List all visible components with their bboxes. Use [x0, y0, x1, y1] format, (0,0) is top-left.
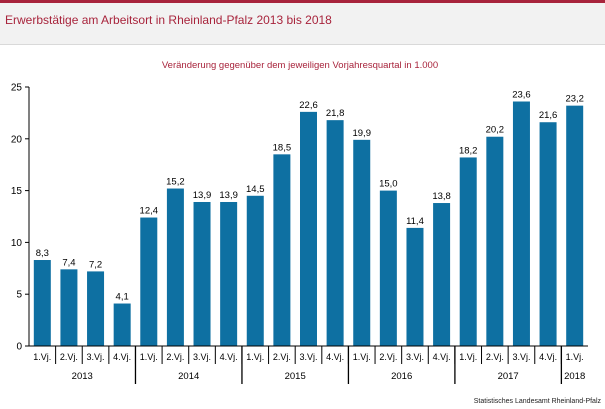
bar-value-label: 22,6 — [299, 100, 318, 111]
bar — [433, 203, 451, 346]
x-tick-label: 2.Vj. — [379, 352, 397, 362]
bar-value-label: 11,4 — [406, 216, 424, 227]
top-accent-rule — [0, 0, 605, 3]
bar-value-label: 7,4 — [62, 257, 75, 268]
x-tick-label: 4.Vj. — [539, 352, 557, 362]
y-tick-label: 5 — [16, 290, 22, 301]
y-tick-label: 0 — [16, 342, 22, 353]
bar-value-label: 12,4 — [140, 206, 159, 217]
bar-value-label: 18,2 — [459, 145, 478, 156]
y-tick-label: 20 — [11, 134, 23, 145]
x-tick-label: 3.Vj. — [512, 352, 530, 362]
year-label: 2018 — [564, 371, 585, 382]
bar — [273, 154, 291, 346]
panel-divider — [0, 44, 605, 45]
y-axis: 0 5 10 15 20 25 — [11, 83, 30, 353]
x-axis: 1.Vj. 2.Vj. 3.Vj. 4.Vj. 1.Vj. 2.Vj. 3.Vj. 4.Vj.… — [29, 345, 588, 384]
x-tick-label: 1.Vj. — [140, 352, 158, 362]
y-tick-label: 15 — [11, 186, 23, 197]
x-tick-label: 3.Vj. — [87, 352, 105, 362]
bar-value-label: 20,2 — [486, 125, 505, 136]
bar — [300, 111, 317, 346]
bar-value-label: 13,8 — [432, 191, 451, 202]
bar-value-label: 8,3 — [36, 248, 49, 259]
year-label: 2016 — [391, 371, 412, 382]
bar-value-label: 14,5 — [246, 184, 265, 195]
x-tick-label: 4.Vj. — [113, 352, 131, 362]
x-tick-label: 4.Vj. — [220, 352, 238, 362]
x-tick-label: 2.Vj. — [166, 352, 184, 362]
bar — [459, 157, 477, 346]
year-label: 2015 — [285, 371, 306, 382]
x-tick-label: 4.Vj. — [326, 352, 344, 362]
bar — [246, 195, 264, 346]
bars-group: 8,3 7,4 7,2 4,1 12,4 15,2 13,9 13,9 14,5 18,5 22,6… — [33, 90, 584, 346]
bar — [379, 190, 397, 346]
bar — [326, 120, 344, 346]
bar — [353, 139, 371, 346]
bar-value-label: 15,2 — [166, 177, 185, 188]
bar-value-label: 15,0 — [379, 179, 398, 190]
bar-value-label: 7,2 — [89, 259, 102, 270]
x-tick-label: 4.Vj. — [433, 352, 451, 362]
y-tick-label: 25 — [11, 83, 23, 94]
chart-subtitle: Veränderung gegenüber dem jeweiligen Vor… — [162, 60, 438, 71]
source-footer: Statistisches Landesamt Rheinland-Pfalz — [474, 398, 602, 405]
bar-value-label: 4,1 — [116, 292, 129, 303]
x-tick-label: 1.Vj. — [353, 352, 371, 362]
bar — [166, 188, 184, 346]
year-label: 2014 — [178, 371, 199, 382]
x-tick-label: 1.Vj. — [246, 352, 264, 362]
x-tick-label: 2.Vj. — [273, 352, 291, 362]
x-tick-label: 2.Vj. — [486, 352, 504, 362]
bar-value-label: 18,5 — [273, 142, 292, 153]
bar — [220, 201, 238, 346]
bar — [193, 201, 211, 346]
bar — [566, 105, 584, 346]
bar-value-label: 13,9 — [219, 190, 238, 201]
x-tick-label: 3.Vj. — [299, 352, 317, 362]
bar — [60, 269, 78, 346]
bar-value-label: 23,2 — [565, 94, 584, 105]
bar-value-label: 21,6 — [539, 110, 558, 121]
year-label: 2017 — [498, 371, 519, 382]
bar-value-label: 23,6 — [512, 90, 531, 101]
bar-value-label: 13,9 — [193, 190, 212, 201]
x-tick-label: 1.Vj. — [33, 352, 51, 362]
bar-value-label: 21,8 — [326, 108, 345, 119]
x-tick-label: 2.Vj. — [60, 352, 78, 362]
bar — [512, 101, 530, 346]
year-label: 2013 — [72, 371, 93, 382]
bar — [140, 217, 158, 346]
bar — [113, 303, 131, 346]
x-tick-label: 1.Vj. — [459, 352, 477, 362]
bar — [33, 260, 51, 346]
y-tick-label: 10 — [11, 238, 23, 249]
x-tick-label: 3.Vj. — [193, 352, 211, 362]
bar — [87, 271, 105, 346]
bar-value-label: 19,9 — [352, 128, 371, 139]
page-title: Erwerbstätige am Arbeitsort in Rheinland… — [5, 13, 332, 27]
bar — [486, 136, 504, 346]
x-tick-label: 1.Vj. — [566, 352, 584, 362]
bar — [539, 122, 557, 346]
bar — [406, 227, 424, 346]
x-tick-label: 3.Vj. — [406, 352, 424, 362]
